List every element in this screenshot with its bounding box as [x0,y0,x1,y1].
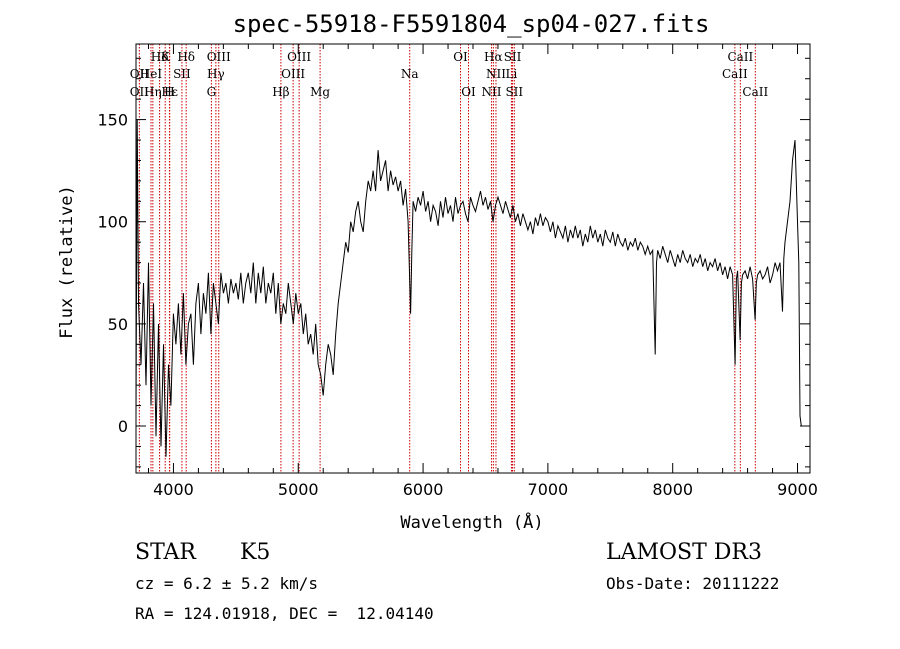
y-tick-label: 0 [118,417,128,436]
redshift-text: cz = 6.2 ± 5.2 km/s [135,574,319,593]
line-label: OII [130,85,150,99]
line-label: OIII [287,50,311,64]
line-label: Mg [310,85,330,99]
y-tick-label: 150 [97,111,128,130]
x-tick-label: 6000 [403,480,444,499]
line-label: SII [504,50,522,64]
line-label: G [207,85,217,99]
chart-title: spec-55918-F5591804_sp04-027.fits [233,10,710,38]
survey-name: LAMOST DR3 [606,540,762,565]
x-tick-label: 5000 [278,480,319,499]
line-label: Hβ [272,85,289,99]
line-label: SII [505,85,523,99]
line-label: Hε [161,85,178,99]
line-label: CaII [727,50,753,64]
line-label: Hγ [207,67,225,81]
obs-date: Obs-Date: 20111222 [606,574,780,593]
line-label: NII [486,67,506,81]
line-label: Hδ [177,50,195,64]
line-label: SII [173,67,191,81]
x-axis-label: Wavelength (Å) [400,511,543,533]
line-label: Hη [144,85,162,99]
line-label: CaII [722,67,748,81]
object-subclass: K5 [240,540,271,565]
line-label: CaII [742,85,768,99]
line-label: Na [401,67,419,81]
x-tick-label: 7000 [528,480,569,499]
line-label: K [161,50,171,64]
spectral-line-markers [138,44,756,473]
y-axis-label: Flux (relative) [57,185,77,339]
line-label: OIII [281,67,305,81]
line-label: OI [461,85,476,99]
plot-frame [135,43,811,474]
line-label: Hδ [151,50,169,64]
line-label: OII [130,67,150,81]
line-label: NII [481,85,501,99]
x-tick-label: 8000 [652,480,693,499]
line-label: OI [453,50,468,64]
line-label: Hα [484,50,503,64]
y-tick-label: 50 [108,315,128,334]
line-label: H [164,85,174,99]
coordinates: RA = 124.01918, DEC = 12.04140 [135,604,434,623]
axis-ticks: 4000 5000 6000 7000 8000 9000 0 50 100 150 [97,44,818,499]
y-tick-label: 100 [97,213,128,232]
line-label: HeI [140,67,163,81]
object-class: STAR [135,540,196,565]
spectrum-line [135,119,802,457]
x-tick-label: 9000 [777,480,818,499]
x-tick-label: 4000 [153,480,194,499]
line-label: OIII [207,50,231,64]
line-label: Li [506,67,518,81]
